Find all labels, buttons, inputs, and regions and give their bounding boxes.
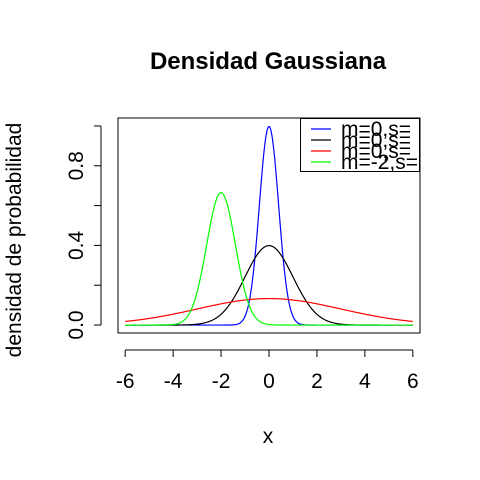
series-line-2 <box>125 245 413 326</box>
x-tick-label: 2 <box>311 370 323 393</box>
legend-label-2: m=0,s= <box>341 129 411 152</box>
series-lines <box>125 125 413 326</box>
legend-label-1: m=0,s= <box>341 118 411 141</box>
x-tick-label: -2 <box>212 370 231 393</box>
series-line-4 <box>125 192 413 326</box>
series-line-3 <box>125 297 413 323</box>
legend: m=0,s=m=0,s=m=0,s=m=-2,s= <box>300 118 420 174</box>
plot-frame <box>117 117 421 334</box>
x-tick-label: -6 <box>116 370 135 393</box>
legend-label-4: m=-2,s= <box>341 151 418 174</box>
y-tick-label: 0.4 <box>65 230 88 260</box>
x-axis: -6 -4 -2 0 2 4 6 <box>116 349 419 393</box>
x-axis-label: x <box>263 425 274 448</box>
legend-box <box>300 118 420 172</box>
legend-label-3: m=0,s= <box>341 140 411 163</box>
y-tick-label: 0.0 <box>65 310 88 339</box>
chart-title: Densidad Gaussiana <box>150 48 387 75</box>
y-tick-label: 0.8 <box>65 151 88 180</box>
y-axis-label: densidad de probabilidad <box>3 123 26 358</box>
x-tick-label: 6 <box>407 370 419 393</box>
y-axis: 0.0 0.4 0.8 <box>65 125 102 340</box>
x-tick-label: 0 <box>263 370 275 393</box>
x-tick-label: -4 <box>164 370 183 393</box>
x-tick-label: 4 <box>359 370 371 393</box>
